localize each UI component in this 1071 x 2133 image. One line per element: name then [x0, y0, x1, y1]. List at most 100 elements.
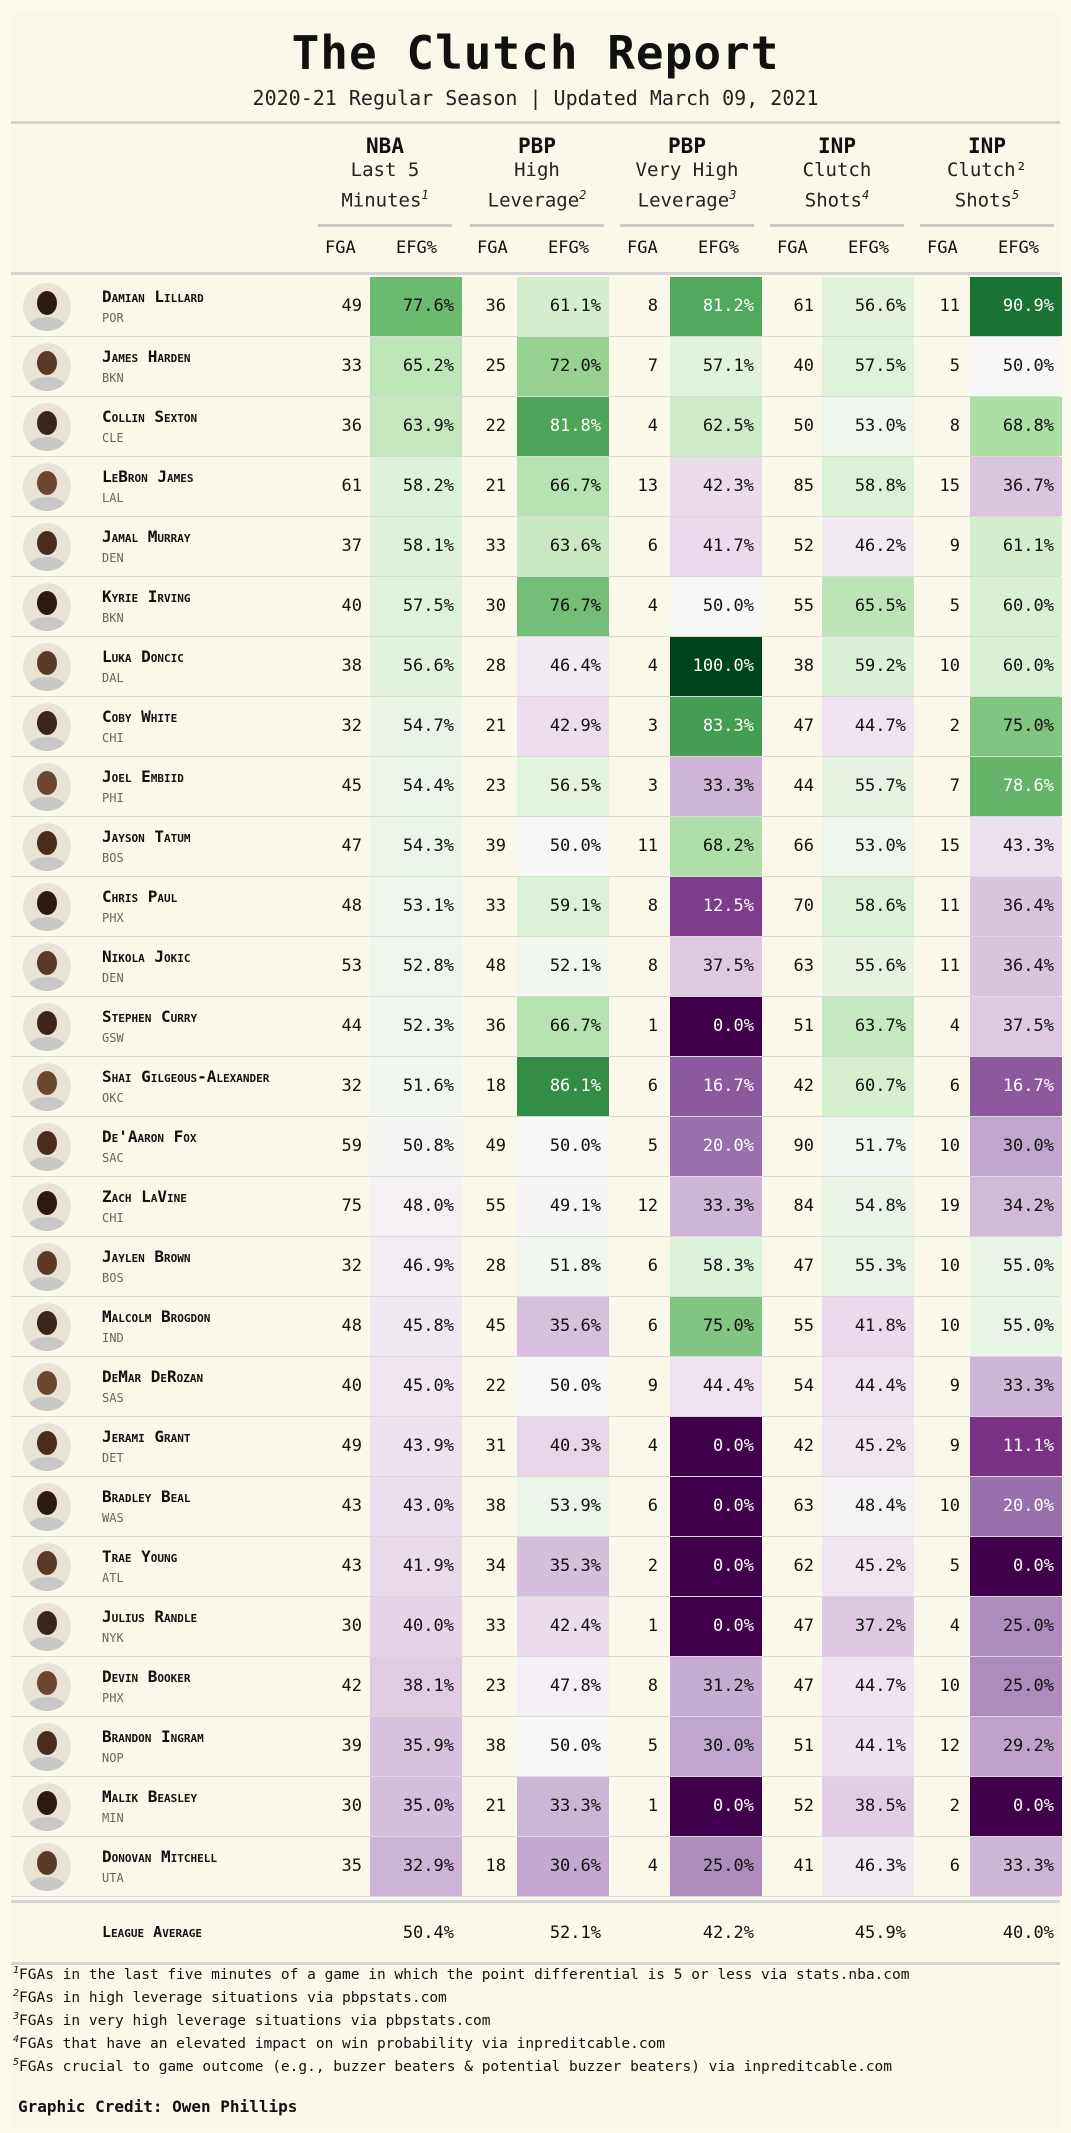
- efg-cell: 58.2%: [370, 457, 462, 516]
- player-row: Brandon Ingram NOP 39 35.9% 38 50.0% 5 30.0% 51 4…: [11, 1717, 1062, 1777]
- player-team: OKC: [102, 1091, 124, 1105]
- efg-cell: 78.6%: [970, 757, 1062, 816]
- efg-cell: 32.9%: [370, 1837, 462, 1896]
- efg-cell: 35.6%: [517, 1297, 609, 1356]
- player-headshot-avatar: [23, 1363, 71, 1411]
- player-team: DAL: [102, 671, 124, 685]
- fga-cell: 15: [939, 476, 960, 496]
- player-name: Trae Young: [102, 1547, 178, 1566]
- column-group-desc-text: Shots: [954, 189, 1012, 212]
- efg-cell: 29.2%: [970, 1717, 1062, 1776]
- fga-cell: 21: [485, 1796, 506, 1816]
- fga-cell: 4: [647, 1856, 658, 1876]
- player-team: IND: [102, 1331, 124, 1345]
- efg-cell: 0.0%: [970, 1777, 1062, 1836]
- efg-cell: 43.9%: [370, 1417, 462, 1476]
- fga-cell: 8: [647, 896, 658, 916]
- column-group-underline: [470, 224, 604, 227]
- player-team: BOS: [102, 1271, 124, 1285]
- fga-cell: 5: [647, 1736, 658, 1756]
- efg-cell: 35.3%: [517, 1537, 609, 1596]
- fga-cell: 47: [793, 1676, 814, 1696]
- efg-cell: 46.9%: [370, 1237, 462, 1296]
- footnote: 3FGAs in very high leverage situations v…: [13, 2011, 490, 2029]
- fga-cell: 39: [485, 836, 506, 856]
- efg-cell: 0.0%: [670, 997, 762, 1056]
- efg-cell: 0.0%: [970, 1537, 1062, 1596]
- efg-cell: 0.0%: [670, 1597, 762, 1656]
- efg-cell: 54.3%: [370, 817, 462, 876]
- fga-cell: 22: [485, 416, 506, 436]
- fga-cell: 4: [647, 656, 658, 676]
- fga-cell: 38: [485, 1496, 506, 1516]
- player-team: PHX: [102, 911, 124, 925]
- fga-cell: 30: [341, 1616, 362, 1636]
- column-group-desc-text: Leverage: [487, 189, 580, 212]
- efg-cell: 45.2%: [822, 1537, 914, 1596]
- fga-cell: 55: [485, 1196, 506, 1216]
- fga-cell: 47: [793, 1616, 814, 1636]
- footnote-number: 1: [13, 1965, 20, 1976]
- efg-cell: 42.3%: [670, 457, 762, 516]
- efg-cell: 55.7%: [822, 757, 914, 816]
- player-name: Devin Booker: [102, 1667, 191, 1686]
- fga-cell: 8: [647, 296, 658, 316]
- efg-cell: 68.2%: [670, 817, 762, 876]
- efg-cell: 55.0%: [970, 1237, 1062, 1296]
- efg-cell: 46.3%: [822, 1837, 914, 1896]
- efg-cell: 66.7%: [517, 457, 609, 516]
- efg-cell: 38.5%: [822, 1777, 914, 1836]
- footnote-marker: 3: [729, 188, 737, 202]
- fga-cell: 40: [341, 1376, 362, 1396]
- efg-cell: 50.0%: [517, 817, 609, 876]
- efg-cell: 72.0%: [517, 337, 609, 396]
- fga-cell: 1: [647, 1616, 658, 1636]
- fga-cell: 3: [647, 776, 658, 796]
- player-name: Donovan Mitchell: [102, 1847, 217, 1866]
- fga-cell: 5: [949, 1556, 960, 1576]
- league-average-value: 52.1%: [549, 1923, 601, 1943]
- player-name: Malcolm Brogdon: [102, 1307, 211, 1326]
- player-name: Nikola Jokic: [102, 947, 191, 966]
- fga-cell: 2: [647, 1556, 658, 1576]
- row-separator: [11, 1176, 1060, 1177]
- fga-cell: 85: [793, 476, 814, 496]
- player-headshot-avatar: [23, 703, 71, 751]
- column-group-desc-line1: Clutch²: [946, 159, 1028, 181]
- fga-cell: 6: [647, 1076, 658, 1096]
- fga-cell: 4: [647, 596, 658, 616]
- fga-cell: 42: [793, 1436, 814, 1456]
- player-headshot-avatar: [23, 1303, 71, 1351]
- footnote-text: FGAs that have an elevated impact on win…: [19, 2035, 666, 2052]
- player-team: ATL: [102, 1571, 124, 1585]
- efg-cell: 16.7%: [670, 1057, 762, 1116]
- efg-cell: 50.0%: [517, 1117, 609, 1176]
- fga-cell: 5: [949, 356, 960, 376]
- fga-column-header: FGA: [325, 238, 356, 258]
- footnote: 5FGAs crucial to game outcome (e.g., buz…: [13, 2057, 892, 2075]
- column-group-header: NBA Last 5 Minutes1: [310, 134, 460, 213]
- efg-cell: 16.7%: [970, 1057, 1062, 1116]
- row-separator: [11, 756, 1060, 757]
- fga-cell: 55: [793, 596, 814, 616]
- efg-cell: 51.6%: [370, 1057, 462, 1116]
- efg-cell: 60.0%: [970, 637, 1062, 696]
- efg-cell: 44.7%: [822, 697, 914, 756]
- fga-cell: 10: [939, 1316, 960, 1336]
- efg-cell: 75.0%: [670, 1297, 762, 1356]
- player-row: Joel Embiid PHI 45 54.4% 23 56.5% 3 33.3% 44 55.7…: [11, 757, 1062, 817]
- player-row: Coby White CHI 32 54.7% 21 42.9% 3 83.3% 47 44.7%…: [11, 697, 1062, 757]
- column-group-desc-line1: Last 5: [350, 159, 420, 181]
- player-headshot-avatar: [23, 643, 71, 691]
- player-team: BOS: [102, 851, 124, 865]
- efg-column-header: EFG%: [548, 238, 589, 258]
- efg-cell: 50.0%: [517, 1717, 609, 1776]
- fga-cell: 63: [793, 956, 814, 976]
- row-separator: [11, 1296, 1060, 1297]
- footnote: 2FGAs in high leverage situations via pb…: [13, 1988, 447, 2006]
- efg-cell: 37.5%: [670, 937, 762, 996]
- footnote-number: 2: [13, 1988, 20, 1999]
- efg-cell: 38.1%: [370, 1657, 462, 1716]
- player-headshot-avatar: [23, 523, 71, 571]
- player-team: CHI: [102, 1211, 124, 1225]
